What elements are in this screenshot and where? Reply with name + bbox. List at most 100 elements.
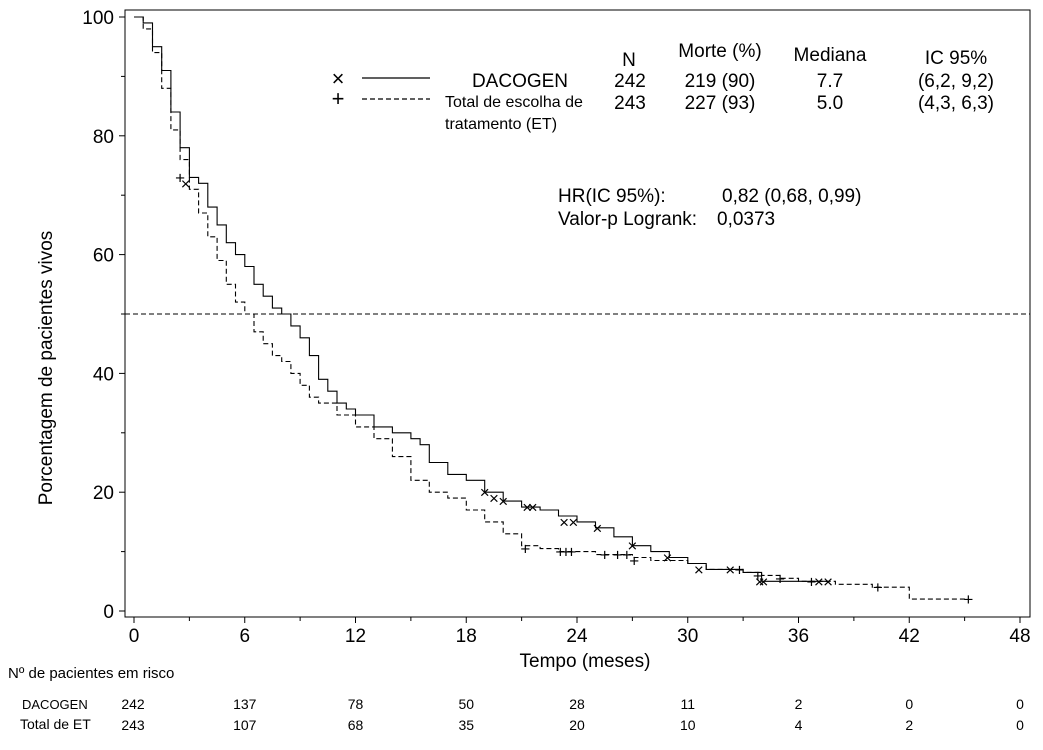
legend-ci-et: (4,3, 6,3) — [918, 93, 994, 114]
risk-value-et-1: 107 — [233, 717, 257, 733]
censor-mark-dacogen-1: × — [480, 483, 490, 502]
censor-mark-dacogen-9: × — [627, 537, 637, 556]
x-tick-label-48: 48 — [1009, 626, 1030, 647]
legend-n-dacogen: 242 — [614, 71, 646, 92]
x-tick-label-24: 24 — [566, 626, 588, 647]
x-tick-label-36: 36 — [788, 626, 809, 647]
censor-mark-et-4: + — [566, 543, 576, 562]
censor-mark-et-6: + — [613, 546, 623, 565]
risk-value-et-4: 20 — [569, 717, 585, 733]
x-tick-label-30: 30 — [677, 626, 698, 647]
risk-value-dacogen-2: 78 — [348, 696, 364, 712]
risk-table: Nº de pacientes em risco DACOGEN Total d… — [8, 665, 1024, 733]
risk-value-et-2: 68 — [348, 717, 364, 733]
censor-mark-dacogen-2: × — [489, 489, 499, 508]
legend-label-et: Total de escolha de — [445, 94, 583, 111]
censor-mark-et-7: + — [622, 546, 632, 565]
risk-value-et-6: 4 — [795, 717, 803, 733]
risk-row-label-et: Total de ET — [20, 716, 91, 732]
x-tick-label-18: 18 — [456, 626, 477, 647]
survival-curves — [134, 16, 969, 600]
censor-mark-et-9: + — [734, 560, 744, 579]
censor-mark-et-1: + — [520, 540, 530, 559]
legend-label-et-line2: tratamento (ET) — [445, 116, 557, 133]
censor-mark-dacogen-4: × — [522, 498, 532, 517]
x-axis: 0 6 12 18 24 30 36 42 48 — [129, 617, 1031, 647]
censor-mark-dacogen-14: × — [758, 572, 768, 591]
legend-n-et: 243 — [614, 93, 646, 114]
censor-mark-dacogen-15: × — [814, 572, 824, 591]
legend: N Morte (%) Mediana IC 95% × DACOGEN 242… — [332, 41, 994, 133]
p-label: Valor-p Logrank: — [558, 209, 697, 230]
legend-ci-dacogen: (6,2, 9,2) — [918, 71, 994, 92]
censor-mark-et-11: + — [775, 569, 785, 588]
risk-value-et-7: 2 — [905, 717, 913, 733]
legend-deaths-dacogen: 219 (90) — [685, 71, 756, 92]
censor-mark-et-0: + — [175, 168, 185, 187]
risk-value-dacogen-3: 50 — [458, 696, 474, 712]
risk-value-dacogen-6: 2 — [795, 696, 803, 712]
legend-header-ci: IC 95% — [925, 48, 987, 69]
survival-curve-dacogen — [134, 16, 828, 582]
risk-value-dacogen-4: 28 — [569, 696, 585, 712]
risk-row-label-dacogen: DACOGEN — [22, 697, 88, 712]
censor-mark-et-10: + — [753, 566, 763, 585]
y-tick-label-80: 80 — [93, 127, 114, 148]
censor-mark-dacogen-5: × — [528, 498, 538, 517]
x-tick-label-42: 42 — [899, 626, 920, 647]
y-tick-label-20: 20 — [93, 483, 114, 504]
legend-label-dacogen: DACOGEN — [472, 71, 568, 92]
y-tick-label-40: 40 — [93, 364, 114, 385]
risk-value-et-3: 35 — [458, 717, 474, 733]
hr-value: 0,82 (0,68, 0,99) — [722, 186, 861, 207]
legend-median-dacogen: 7.7 — [817, 71, 843, 92]
censor-mark-et-13: + — [873, 578, 883, 597]
censor-mark-dacogen-12: × — [725, 560, 735, 579]
risk-value-et-0: 243 — [121, 717, 145, 733]
risk-value-dacogen-5: 11 — [680, 696, 695, 712]
censor-mark-dacogen-11: × — [694, 560, 704, 579]
p-value: 0,0373 — [717, 209, 775, 230]
censor-mark-et-14: + — [963, 590, 973, 609]
legend-header-n: N — [622, 50, 636, 71]
risk-value-et-8: 0 — [1016, 717, 1024, 733]
legend-marker-et: + — [332, 86, 345, 111]
censor-mark-et-3: + — [561, 543, 571, 562]
censor-marks: ×× × × ××× × ×××× ××× × ×++ +++ + + ++ + + + + ++ — [175, 168, 973, 609]
legend-header-deaths: Morte (%) — [678, 41, 761, 62]
risk-table-title: Nº de pacientes em risco — [8, 665, 174, 682]
censor-mark-et-2: + — [555, 543, 565, 562]
hr-label: HR(IC 95%): — [558, 186, 666, 207]
risk-value-dacogen-0: 242 — [121, 696, 145, 712]
x-tick-label-12: 12 — [345, 626, 366, 647]
risk-value-dacogen-1: 137 — [233, 696, 257, 712]
censor-mark-dacogen-8: × — [592, 519, 602, 538]
censor-mark-dacogen-10: × — [662, 549, 672, 568]
legend-median-et: 5.0 — [817, 93, 843, 114]
censor-mark-dacogen-16: × — [823, 572, 833, 591]
y-tick-label-60: 60 — [93, 246, 114, 267]
y-axis: 0 20 40 60 80 100 — [82, 8, 125, 623]
censor-mark-dacogen-13: × — [755, 572, 765, 591]
y-tick-label-100: 100 — [82, 8, 114, 29]
survival-curve-et — [134, 16, 969, 600]
y-axis-label: Porcentagem de pacientes vivos — [36, 231, 57, 506]
censor-mark-dacogen-6: × — [559, 513, 569, 532]
censor-mark-dacogen-7: × — [568, 513, 578, 532]
x-tick-label-0: 0 — [129, 626, 140, 647]
censor-mark-et-8: + — [629, 552, 639, 571]
legend-marker-dacogen: × — [332, 66, 345, 91]
risk-value-et-5: 10 — [680, 717, 696, 733]
legend-deaths-et: 227 (93) — [685, 93, 756, 114]
hazard-ratio-stats: HR(IC 95%): 0,82 (0,68, 0,99) Valor-p Lo… — [558, 186, 861, 230]
y-tick-label-0: 0 — [103, 602, 114, 623]
censor-mark-et-5: + — [600, 546, 610, 565]
legend-header-median: Mediana — [794, 45, 867, 66]
risk-value-dacogen-7: 0 — [905, 696, 913, 712]
censor-mark-et-12: + — [806, 572, 816, 591]
censor-mark-dacogen-3: × — [498, 492, 508, 511]
risk-value-dacogen-8: 0 — [1016, 696, 1024, 712]
x-axis-label: Tempo (meses) — [520, 651, 651, 672]
censor-mark-dacogen-0: × — [181, 174, 191, 193]
